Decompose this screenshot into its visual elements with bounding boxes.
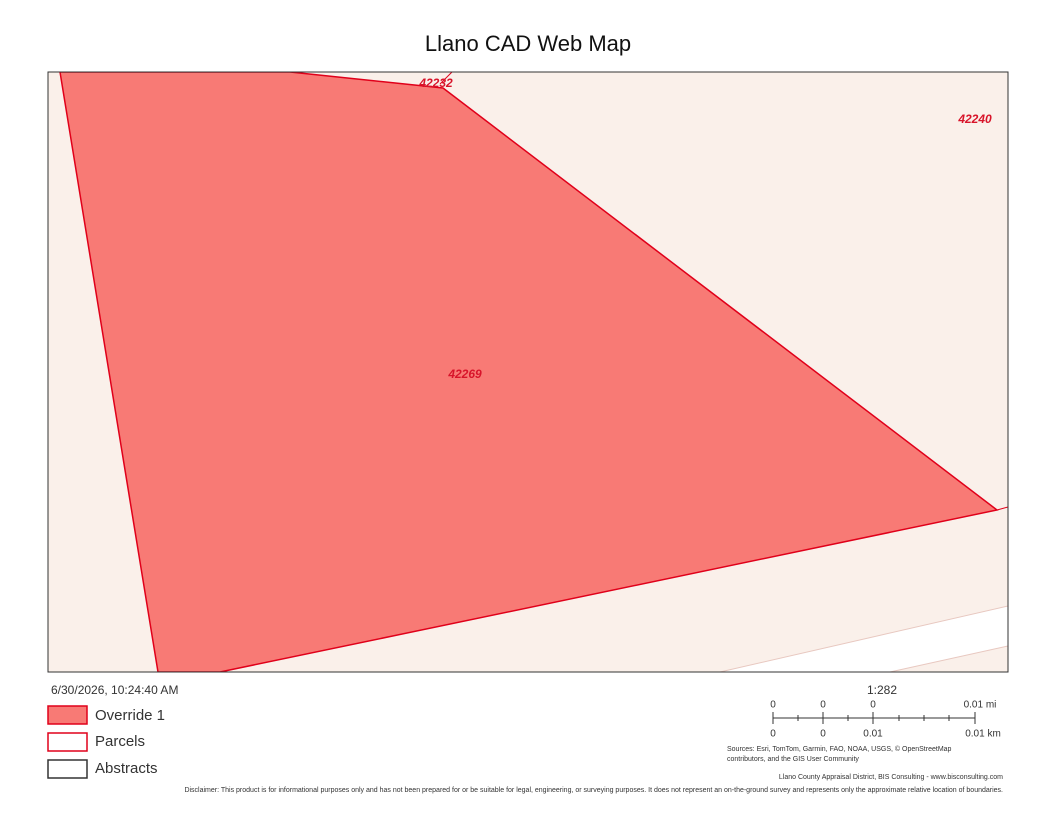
scale-label: 0.01	[863, 729, 883, 740]
title: Llano CAD Web Map	[425, 31, 631, 56]
sources: contributors, and the GIS User Community	[727, 756, 859, 763]
road-strip	[719, 605, 1008, 672]
legend-swatch	[47, 732, 88, 752]
legend-label: Abstracts	[95, 760, 158, 777]
scale-label: 0.01 km	[965, 729, 1001, 740]
scale-label: 0	[820, 700, 826, 711]
scale-ratio: 1:282	[867, 683, 897, 697]
disclaimer: Disclaimer: This product is for informat…	[184, 787, 1003, 794]
parcel-line	[439, 72, 453, 85]
override-parcel[interactable]	[59, 72, 999, 672]
sources: Sources: Esri, TomTom, Garmin, FAO, NOAA…	[727, 745, 952, 753]
map: 42232 42240 42269	[47, 71, 1009, 673]
scale-label: 0.01 mi	[964, 700, 997, 711]
attribution: Llano County Appraisal District, BIS Con…	[779, 774, 1003, 781]
legend: Override 1 Parcels Abstracts	[47, 705, 165, 779]
legend-swatch	[47, 759, 88, 779]
legend-swatch	[47, 705, 88, 725]
scale-label: 0	[870, 700, 876, 711]
scale-ticks	[772, 712, 976, 724]
legend-label: Override 1	[95, 707, 165, 724]
scale-label: 0	[770, 700, 776, 711]
parcel-label: 42240	[957, 112, 992, 126]
date: 6/30/2026, 10:24:40 AM	[51, 683, 178, 697]
legend-label: Parcels	[95, 733, 145, 750]
map-frame	[47, 71, 1009, 673]
parcel-label: 42232	[418, 76, 453, 90]
scale-label: 0	[770, 729, 776, 740]
parcel-label: 42269	[447, 367, 482, 381]
parcel-line	[996, 506, 1008, 511]
scale-label: 0	[820, 729, 826, 740]
scale-bar: 1:282 0 0 0 0.01 mi 0 0 0.01 0.01 km	[770, 683, 1001, 739]
